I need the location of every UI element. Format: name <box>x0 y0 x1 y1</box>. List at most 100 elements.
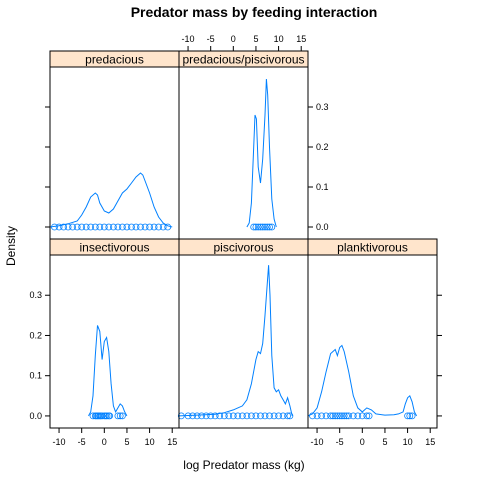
x-tick-label-col0-15: 15 <box>167 437 177 447</box>
x-tick-label-col2-10: 10 <box>403 437 413 447</box>
rug-point-predacious-piscivorous-5 <box>261 223 269 231</box>
rug-point-predacious-1 <box>55 223 63 231</box>
rug-point-insectivorous-10 <box>103 412 111 420</box>
density-curve-predacious-piscivorous <box>246 78 277 228</box>
y-tick-label-left-r1-0.1: 0.1 <box>29 371 42 381</box>
rug-point-planktivorous-4 <box>327 412 335 420</box>
rug-point-predacious-23 <box>155 223 163 231</box>
y-tick-label-left-r1-0.3: 0.3 <box>29 290 42 300</box>
rug-point-planktivorous-16 <box>363 412 371 420</box>
x-tick-label-col2--5: -5 <box>336 437 344 447</box>
rug-point-predacious-0 <box>51 223 58 231</box>
rug-point-piscivorous-8 <box>216 412 224 420</box>
rug-point-predacious-7 <box>82 223 90 231</box>
rug-point-piscivorous-22 <box>279 412 287 420</box>
density-curve-insectivorous <box>88 325 128 417</box>
rug-point-predacious-piscivorous-8 <box>268 223 276 231</box>
x-tick-label-col1-15: 15 <box>296 34 306 44</box>
rug-point-predacious-21 <box>146 223 154 231</box>
rug-point-predacious-17 <box>128 223 135 231</box>
rug-point-planktivorous-7 <box>333 412 341 420</box>
x-tick-label-col2-5: 5 <box>382 437 387 447</box>
rug-point-predacious-20 <box>141 223 149 231</box>
rug-point-piscivorous-11 <box>229 412 237 420</box>
x-tick-label-col2-0: 0 <box>360 437 365 447</box>
density-curve-predacious <box>49 172 173 228</box>
rug-point-planktivorous-17 <box>365 412 373 420</box>
rug-point-piscivorous-0 <box>177 412 185 420</box>
y-tick-label-right-r0-0.1: 0.1 <box>316 182 329 192</box>
rug-point-predacious-8 <box>87 223 95 231</box>
rug-point-predacious-piscivorous-2 <box>254 223 262 231</box>
rug-point-predacious-13 <box>110 223 117 231</box>
panel-predacious: predacious <box>49 50 180 240</box>
strip-label-predacious: predacious <box>85 53 144 67</box>
x-tick-label-col1--5: -5 <box>207 34 215 44</box>
rug-point-piscivorous-16 <box>252 412 260 420</box>
panel-box-insectivorous <box>49 254 180 429</box>
x-tick-label-col0-5: 5 <box>124 437 129 447</box>
panel-box-planktivorous <box>307 254 438 429</box>
rug-point-piscivorous-10 <box>225 412 233 420</box>
rug-point-planktivorous-0 <box>309 412 316 420</box>
rug-point-predacious-5 <box>73 223 81 231</box>
density-curve-planktivorous <box>307 344 418 417</box>
rug-point-planktivorous-9 <box>338 412 346 420</box>
rug-point-insectivorous-7 <box>98 412 106 420</box>
rug-point-planktivorous-12 <box>345 412 353 420</box>
rug-point-planktivorous-1 <box>313 412 321 420</box>
strip-label-piscivorous: piscivorous <box>213 241 273 255</box>
rug-point-predacious-4 <box>69 223 76 231</box>
rug-point-piscivorous-19 <box>266 412 273 420</box>
panel-box-predacious <box>49 66 180 240</box>
rug-point-piscivorous-6 <box>207 412 215 420</box>
rug-point-predacious-24 <box>159 223 167 231</box>
rug-point-predacious-19 <box>137 223 144 231</box>
rug-point-planktivorous-3 <box>322 412 330 420</box>
rug-point-insectivorous-15 <box>119 412 126 420</box>
x-tick-label-col0--10: -10 <box>53 437 66 447</box>
x-tick-label-col1-0: 0 <box>231 34 236 44</box>
rug-point-planktivorous-11 <box>343 412 350 420</box>
rug-point-predacious-15 <box>119 223 126 231</box>
rug-point-planktivorous-10 <box>340 412 348 420</box>
rug-point-planktivorous-5 <box>329 412 337 420</box>
rug-point-predacious-piscivorous-0 <box>250 223 258 231</box>
y-tick-label-right-r0-0.2: 0.2 <box>316 142 329 152</box>
rug-point-piscivorous-14 <box>243 412 251 420</box>
rug-point-piscivorous-17 <box>257 412 264 420</box>
rug-point-predacious-25 <box>164 223 172 231</box>
strip-label-predacious-piscivorous: predacious/piscivorous <box>182 53 304 67</box>
rug-point-predacious-16 <box>123 223 131 231</box>
chart-title: Predator mass by feeding interaction <box>131 4 378 20</box>
rug-point-planktivorous-19 <box>406 412 414 420</box>
rug-point-piscivorous-15 <box>247 412 255 420</box>
rug-point-predacious-3 <box>64 223 72 231</box>
rug-point-predacious-piscivorous-4 <box>259 223 267 231</box>
rug-point-predacious-11 <box>100 223 108 231</box>
rug-point-planktivorous-18 <box>404 412 412 420</box>
rug-point-piscivorous-12 <box>234 412 242 420</box>
panel-insectivorous: insectivorous <box>49 238 180 429</box>
y-tick-label-right-r0-0.3: 0.3 <box>316 102 329 112</box>
rug-point-predacious-2 <box>60 223 67 231</box>
rug-point-predacious-18 <box>132 223 140 231</box>
rug-point-predacious-14 <box>114 223 122 231</box>
x-tick-label-col0--5: -5 <box>78 437 86 447</box>
rug-point-predacious-piscivorous-1 <box>252 223 260 231</box>
rug-point-insectivorous-14 <box>116 412 124 420</box>
rug-point-planktivorous-8 <box>336 412 344 420</box>
y-tick-label-left-r1-0: 0.0 <box>29 411 42 421</box>
y-tick-label-right-r0-0: 0.0 <box>316 222 329 232</box>
x-tick-label-col1--10: -10 <box>182 34 195 44</box>
rug-point-predacious-piscivorous-3 <box>257 223 264 231</box>
rug-point-piscivorous-5 <box>202 412 210 420</box>
x-tick-label-col2-15: 15 <box>425 437 435 447</box>
rug-point-insectivorous-13 <box>114 412 122 420</box>
rug-point-piscivorous-1 <box>184 412 192 420</box>
panel-box-predacious-piscivorous <box>178 66 309 240</box>
rug-point-predacious-22 <box>150 223 158 231</box>
x-tick-label-col0-10: 10 <box>145 437 155 447</box>
rug-point-piscivorous-7 <box>211 412 219 420</box>
y-axis-label: Density <box>4 226 18 266</box>
